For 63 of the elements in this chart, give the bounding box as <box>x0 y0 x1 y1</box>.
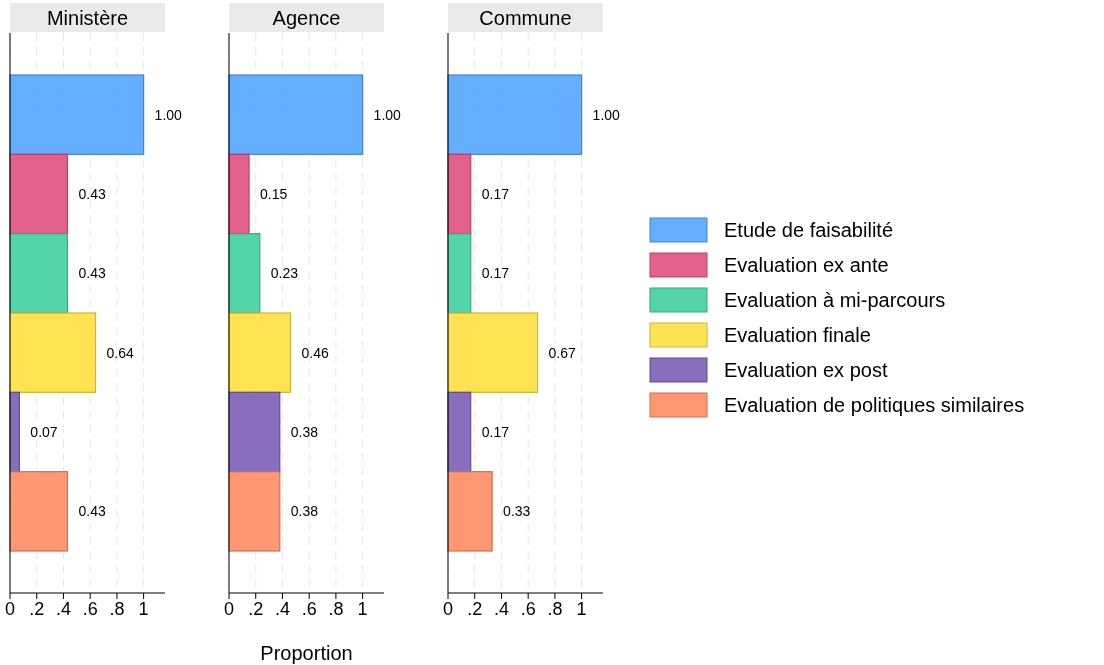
chart-title: Commune <box>479 7 572 29</box>
data-label: 0.17 <box>481 423 510 440</box>
bar <box>228 74 364 155</box>
x-tick-label: .8 <box>328 598 344 619</box>
legend-label: Evaluation de politiques similaires <box>724 394 1025 416</box>
x-tick-label: .2 <box>248 598 264 619</box>
data-label: 1.00 <box>154 106 183 123</box>
x-axis-title: Proportion <box>260 642 353 664</box>
data-label: 1.00 <box>592 106 621 123</box>
bar <box>9 153 69 235</box>
bar <box>228 312 292 393</box>
data-label: 0.43 <box>78 265 106 282</box>
data-label: 0.43 <box>78 503 106 520</box>
data-label: 1.00 <box>373 106 402 123</box>
data-label: 0.38 <box>290 423 319 440</box>
bar <box>447 391 472 473</box>
x-tick-label: .8 <box>109 598 125 619</box>
x-tick-label: 1 <box>357 598 368 619</box>
bar <box>9 312 97 393</box>
bar <box>447 233 472 314</box>
bar <box>228 153 250 235</box>
x-tick-label: .8 <box>547 598 563 619</box>
legend-label: Evaluation ex post <box>724 359 888 381</box>
bar <box>9 74 145 155</box>
bar <box>9 471 69 552</box>
data-label: 0.64 <box>106 344 134 361</box>
legend-label: Evaluation finale <box>724 324 871 346</box>
data-label: 0.17 <box>481 265 510 282</box>
x-tick-label: 0 <box>442 598 454 619</box>
data-label: 0.17 <box>481 185 510 202</box>
bar <box>447 74 583 155</box>
legend-label: Etude de faisabilité <box>724 219 894 241</box>
x-tick-label: .4 <box>55 598 71 619</box>
chart-title: Agence <box>272 7 341 29</box>
bar <box>228 233 261 314</box>
data-label: 0.07 <box>30 423 58 440</box>
legend-label: Evaluation ex ante <box>724 254 889 276</box>
data-label: 0.23 <box>270 265 299 282</box>
x-tick-label: .6 <box>520 598 536 619</box>
data-label: 0.46 <box>301 344 329 361</box>
x-tick-label: .6 <box>82 598 98 619</box>
x-tick-label: 1 <box>576 598 587 619</box>
data-label: 0.38 <box>290 503 319 520</box>
x-tick-label: .4 <box>493 598 509 619</box>
legend-label: Evaluation à mi-parcours <box>724 289 946 311</box>
bar <box>447 471 493 552</box>
x-tick-label: .2 <box>29 598 45 619</box>
bar <box>228 471 281 552</box>
x-tick-label: 1 <box>138 598 149 619</box>
data-label: 0.67 <box>548 344 576 361</box>
x-tick-label: 0 <box>4 598 16 619</box>
data-label: 0.43 <box>78 185 106 202</box>
data-label: 0.15 <box>260 185 288 202</box>
bar <box>447 153 472 235</box>
bar <box>228 391 281 473</box>
x-tick-label: .4 <box>274 598 290 619</box>
x-tick-label: .6 <box>301 598 317 619</box>
bar <box>447 312 539 393</box>
x-tick-label: 0 <box>223 598 235 619</box>
bar <box>9 233 69 314</box>
chart-title: Ministère <box>46 7 129 29</box>
data-label: 0.33 <box>503 503 531 520</box>
x-tick-label: .2 <box>467 598 483 619</box>
